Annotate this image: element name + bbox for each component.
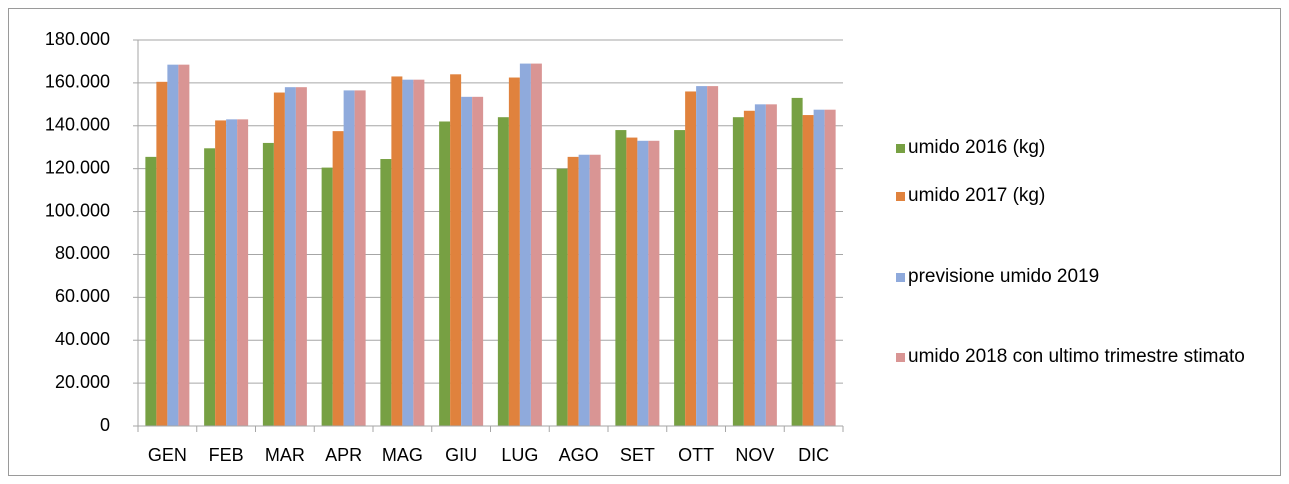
bar <box>754 104 766 426</box>
bar <box>813 109 825 426</box>
bar <box>402 79 414 426</box>
legend-swatch <box>896 353 905 362</box>
bar <box>674 130 686 427</box>
bar <box>685 91 697 426</box>
bar <box>707 86 719 426</box>
bar <box>461 96 473 427</box>
bar <box>156 81 168 427</box>
bar <box>824 109 836 426</box>
bar <box>765 104 777 426</box>
x-tick-label: AGO <box>559 445 599 465</box>
bar <box>696 86 708 426</box>
legend-label: umido 2018 con ultimo trimestre stimato <box>908 346 1245 367</box>
bar <box>626 137 638 427</box>
bar <box>262 142 274 426</box>
bar <box>204 148 216 427</box>
bar <box>589 154 601 426</box>
legend-label: umido 2017 (kg) <box>908 185 1046 206</box>
bar <box>743 110 755 427</box>
y-tick-label: 20.000 <box>55 372 110 392</box>
legend-item: umido 2018 con ultimo trimestre stimato <box>896 343 1281 371</box>
y-tick-label: 100.000 <box>45 200 110 220</box>
bar <box>637 140 649 427</box>
x-tick-label: GEN <box>148 445 187 465</box>
bar <box>732 117 744 426</box>
x-tick-label: GIU <box>445 445 477 465</box>
legend-swatch <box>896 192 905 201</box>
legend-item: previsione umido 2019 <box>896 263 1281 291</box>
legend-swatch <box>896 273 905 282</box>
x-tick-label: DIC <box>798 445 829 465</box>
bar <box>450 74 462 427</box>
bar <box>802 115 814 427</box>
y-tick-label: 160.000 <box>45 72 110 92</box>
bar <box>354 90 366 427</box>
x-tick-label: LUG <box>501 445 538 465</box>
bar <box>215 120 227 427</box>
y-tick-label: 40.000 <box>55 329 110 349</box>
bar <box>791 97 803 427</box>
bar <box>380 159 392 426</box>
bar <box>145 156 157 426</box>
bar <box>178 64 190 427</box>
y-tick-label: 80.000 <box>55 243 110 263</box>
bar <box>167 64 179 427</box>
bar <box>439 121 451 426</box>
x-tick-label: APR <box>325 445 362 465</box>
x-tick-label: NOV <box>735 445 774 465</box>
y-tick-label: 0 <box>100 415 110 435</box>
bar <box>472 96 484 427</box>
legend-label: umido 2016 (kg) <box>908 137 1046 158</box>
bar <box>332 131 344 426</box>
bar <box>578 154 590 426</box>
y-tick-label: 120.000 <box>45 157 110 177</box>
bar <box>237 119 249 426</box>
legend-item: umido 2017 (kg) <box>896 182 1281 210</box>
bar <box>556 168 568 426</box>
bar <box>530 63 542 426</box>
y-tick-label: 140.000 <box>45 115 110 135</box>
bar <box>508 77 520 427</box>
legend-label: previsione umido 2019 <box>908 266 1100 287</box>
bar <box>567 156 579 426</box>
x-tick-label: OTT <box>678 445 714 465</box>
bar <box>519 63 531 426</box>
x-tick-label: MAG <box>382 445 423 465</box>
bar <box>615 130 627 427</box>
legend-swatch <box>896 144 905 153</box>
bar <box>391 76 403 426</box>
bar <box>295 87 307 426</box>
y-tick-label: 180.000 <box>45 29 110 49</box>
x-tick-label: SET <box>620 445 655 465</box>
bar <box>648 140 660 427</box>
bar <box>226 119 238 426</box>
y-tick-label: 60.000 <box>55 286 110 306</box>
bar <box>343 90 355 427</box>
bar <box>497 117 509 426</box>
bar <box>273 92 285 427</box>
legend-item: umido 2016 (kg) <box>896 134 1281 162</box>
bar <box>413 79 425 426</box>
bar <box>284 87 296 426</box>
x-tick-label: MAR <box>265 445 305 465</box>
bar <box>321 167 333 426</box>
x-tick-label: FEB <box>209 445 244 465</box>
